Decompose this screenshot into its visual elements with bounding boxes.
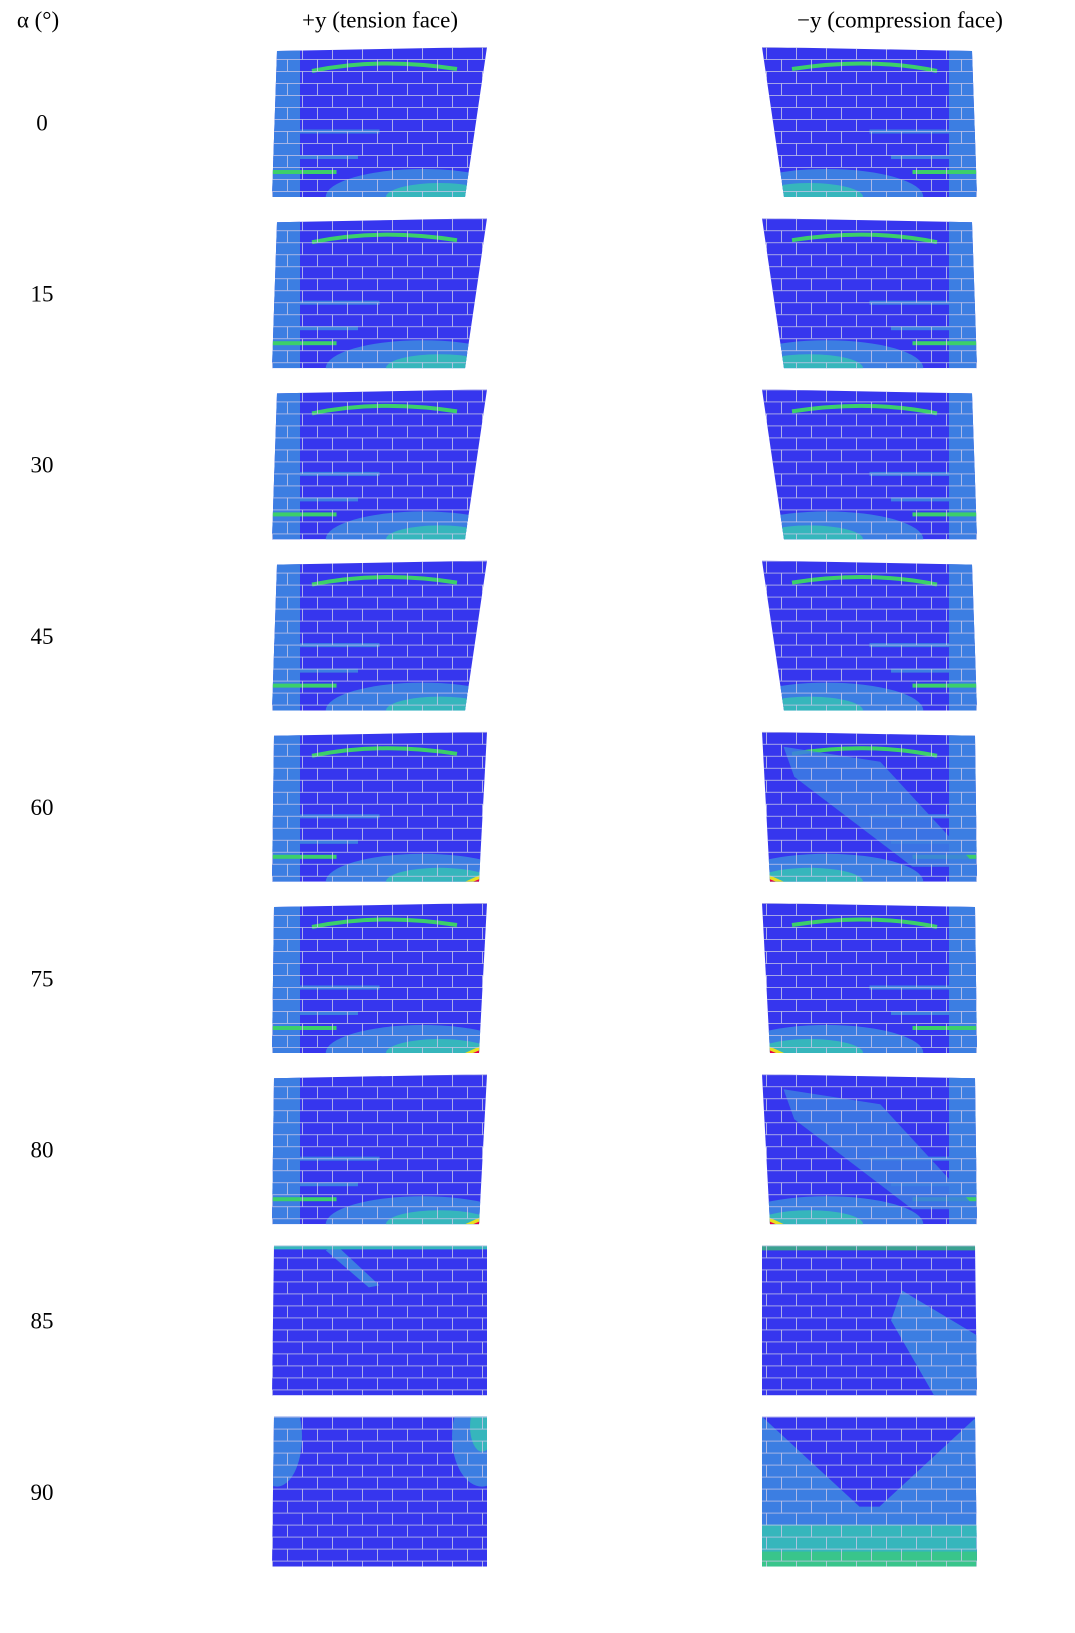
bricks <box>272 389 487 540</box>
corner-hot <box>762 187 784 197</box>
compression-panel <box>762 1245 977 1396</box>
bricks <box>762 47 977 197</box>
corner-hot <box>473 362 487 369</box>
bricks <box>762 1245 977 1396</box>
corner-hot <box>762 362 776 369</box>
tension-header: +y (tension face) <box>302 7 458 32</box>
contour <box>272 731 487 882</box>
contour <box>272 1416 487 1567</box>
tension-panel <box>272 47 487 197</box>
tension-panel <box>272 389 487 540</box>
bricks <box>272 1074 487 1225</box>
compression-panel <box>762 218 977 369</box>
corner-hot <box>762 704 776 711</box>
contour <box>272 47 487 197</box>
angle-label: 45 <box>31 624 54 649</box>
corner-hot <box>465 529 487 540</box>
contour <box>762 1074 977 1225</box>
angle-label: 90 <box>31 1480 54 1505</box>
corner-hot <box>465 700 487 711</box>
bricks <box>762 731 977 882</box>
bricks <box>272 218 487 369</box>
compression-panel <box>762 731 977 882</box>
bricks <box>762 1074 977 1225</box>
corner-hot <box>762 529 784 540</box>
angle-label: 75 <box>31 966 54 991</box>
contour <box>762 731 977 882</box>
bricks <box>272 731 487 882</box>
angle-label: 60 <box>31 795 54 820</box>
corner-hot <box>473 533 487 540</box>
bricks <box>762 1416 977 1567</box>
bricks <box>272 47 487 197</box>
contour <box>272 903 487 1053</box>
corner-hot <box>762 191 776 197</box>
angle-label: 80 <box>31 1137 54 1162</box>
bricks <box>762 218 977 369</box>
corner-hot <box>762 700 784 711</box>
contour <box>272 1074 487 1225</box>
angle-label: 15 <box>31 281 54 306</box>
angle-header: α (°) <box>17 7 59 32</box>
corner-hot <box>762 533 776 540</box>
tension-panel <box>272 1245 487 1396</box>
bricks <box>762 560 977 711</box>
tension-panel <box>272 731 487 882</box>
corner-hot <box>473 704 487 711</box>
contour <box>272 389 487 540</box>
tension-panel <box>272 1416 487 1567</box>
bricks <box>272 1416 487 1567</box>
corner-hot <box>762 358 784 369</box>
contour <box>762 560 977 711</box>
compression-panel <box>762 1416 977 1567</box>
compression-header: −y (compression face) <box>797 7 1003 32</box>
bricks <box>762 389 977 540</box>
compression-panel <box>762 47 977 197</box>
contour <box>762 389 977 540</box>
angle-label: 0 <box>36 110 48 135</box>
contour <box>762 903 977 1053</box>
compression-panel <box>762 1074 977 1225</box>
corner-hot <box>465 187 487 197</box>
contour <box>272 218 487 369</box>
contour <box>762 1416 977 1567</box>
compression-panel <box>762 903 977 1053</box>
compression-panel <box>762 560 977 711</box>
angle-label: 30 <box>31 453 54 478</box>
contour <box>272 560 487 711</box>
bricks <box>272 903 487 1053</box>
tension-panel <box>272 218 487 369</box>
bricks <box>272 1245 487 1396</box>
contour <box>762 1245 977 1396</box>
tension-panel <box>272 1074 487 1225</box>
bricks <box>272 560 487 711</box>
angle-label: 85 <box>31 1309 54 1334</box>
contour <box>762 218 977 369</box>
compression-panel <box>762 389 977 540</box>
tension-panel <box>272 903 487 1053</box>
bricks <box>762 903 977 1053</box>
tension-panel <box>272 560 487 711</box>
corner-hot <box>465 358 487 369</box>
corner-hot <box>473 191 487 197</box>
contour <box>272 1245 487 1396</box>
contour <box>762 47 977 197</box>
